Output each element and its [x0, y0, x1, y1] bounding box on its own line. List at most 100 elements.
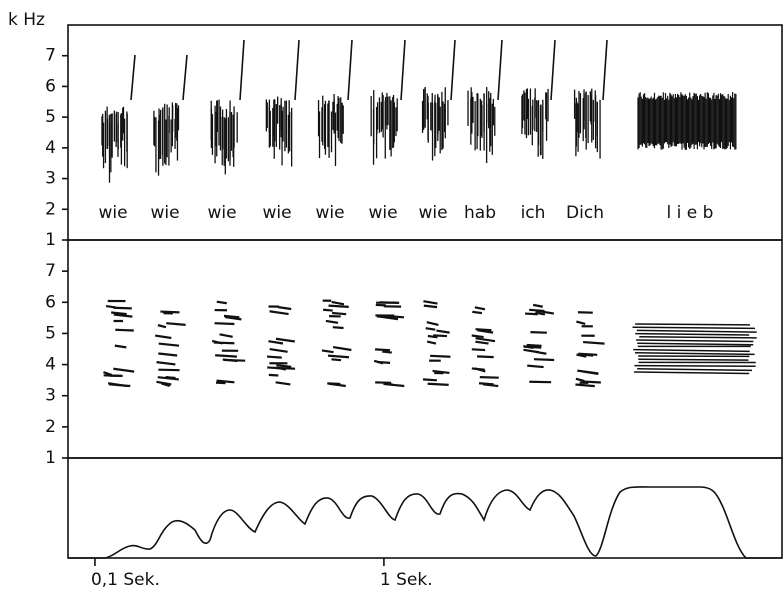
trace: [266, 355, 282, 359]
trace: [602, 39, 608, 101]
trace: [472, 310, 483, 315]
trace: [331, 300, 345, 306]
trace: [477, 329, 494, 334]
trace: [636, 339, 754, 343]
trace: [269, 310, 289, 316]
y-tick-label: 7: [45, 46, 56, 66]
trace: [479, 375, 499, 379]
trace: [578, 352, 598, 356]
trace: [637, 342, 754, 346]
trace: [239, 39, 245, 101]
trace: [400, 39, 406, 101]
trace: [113, 367, 135, 373]
trace: [268, 373, 279, 377]
trace: [482, 383, 499, 388]
syllable-label: wie: [262, 203, 291, 223]
panel-frame: [67, 457, 783, 559]
trace: [322, 308, 333, 312]
y-tick-label: 6: [45, 292, 56, 312]
trace: [277, 366, 287, 371]
y-tick-label: 5: [45, 107, 56, 127]
trace: [426, 340, 437, 345]
trace: [328, 304, 349, 309]
syllable-label: hab: [464, 203, 496, 223]
trace: [158, 342, 180, 347]
trace: [130, 54, 136, 101]
y-axis-label: k Hz: [8, 10, 45, 30]
trace: [114, 344, 127, 349]
trace: [475, 328, 492, 332]
trace: [276, 364, 292, 368]
trace: [115, 328, 134, 332]
trace: [636, 329, 757, 333]
trace: [533, 358, 555, 362]
trace: [526, 343, 542, 347]
trace: [327, 382, 341, 386]
trace: [423, 304, 438, 309]
syllable-label: wie: [368, 203, 397, 223]
trace: [632, 326, 755, 330]
sonogram-traces: [103, 299, 757, 388]
y-tick-label: 4: [45, 138, 56, 158]
x-tick-label: 0,1 Sek.: [91, 570, 160, 590]
trace: [216, 379, 235, 384]
trace: [535, 311, 546, 316]
trace: [550, 39, 556, 101]
trace: [161, 382, 171, 388]
trace: [331, 358, 342, 362]
trace: [325, 319, 339, 324]
trace: [154, 334, 172, 340]
trace: [427, 382, 449, 387]
y-tick-label: 6: [45, 76, 56, 96]
trace: [111, 311, 127, 316]
syllable-label: Dich: [566, 203, 604, 223]
trace: [471, 348, 486, 352]
trace: [158, 352, 178, 357]
trace: [332, 326, 344, 330]
trace: [474, 367, 486, 373]
trace: [294, 39, 300, 101]
trace: [581, 380, 601, 384]
trace: [223, 314, 240, 319]
syllable-label: ich: [521, 203, 546, 223]
trace: [638, 358, 749, 361]
y-tick-label: 1: [45, 230, 56, 250]
trace: [113, 313, 133, 318]
y-tick-label: 7: [45, 261, 56, 281]
trace: [576, 353, 587, 358]
trace: [108, 383, 131, 388]
trace: [475, 337, 496, 343]
trace: [535, 309, 555, 315]
trace: [166, 322, 186, 326]
trace: [157, 376, 179, 381]
trace: [471, 334, 484, 339]
trace: [637, 368, 752, 372]
y-tick-label: 2: [45, 417, 56, 437]
trace: [639, 336, 757, 339]
y-tick-label: 5: [45, 323, 56, 343]
trace: [423, 300, 438, 305]
trace: [430, 354, 451, 358]
trace: [214, 322, 235, 326]
trace: [634, 352, 755, 356]
trace: [583, 340, 605, 345]
x-tick-label: 1 Sek.: [380, 570, 433, 590]
trace: [376, 315, 399, 321]
sonogram-traces: [101, 39, 737, 183]
trace: [275, 337, 295, 343]
trace: [160, 310, 180, 314]
trace: [332, 345, 352, 352]
trace: [577, 369, 599, 375]
trace: [216, 300, 227, 305]
trace: [327, 354, 350, 359]
syllable-label: wie: [150, 203, 179, 223]
trace: [523, 345, 534, 350]
trace: [530, 330, 547, 334]
y-tick-label: 3: [45, 169, 56, 189]
trace: [450, 39, 456, 101]
trace: [384, 381, 394, 386]
trace: [476, 355, 494, 359]
trace: [576, 320, 586, 325]
